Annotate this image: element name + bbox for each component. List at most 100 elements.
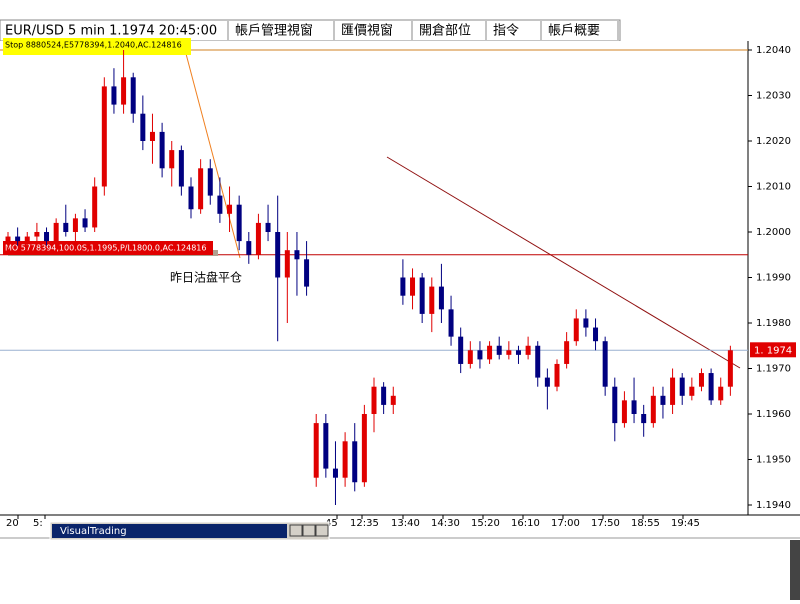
y-tick-label: 1.2030 — [756, 91, 791, 102]
candle-body — [564, 341, 570, 364]
tab[interactable]: 匯價視窗 — [341, 23, 393, 39]
candle-body — [583, 318, 589, 328]
candle-body — [593, 327, 599, 342]
candle-body — [24, 236, 30, 242]
y-tick-label: 1.2040 — [756, 45, 791, 56]
candle-body — [53, 222, 59, 242]
candle-body — [390, 395, 396, 405]
y-tick-label: 1.1990 — [756, 273, 791, 284]
candle-body — [207, 168, 213, 196]
candle-body — [313, 423, 319, 478]
candle-body — [149, 131, 155, 141]
candle-body — [265, 222, 271, 232]
candle-body — [660, 395, 666, 405]
y-tick-label: 1.2020 — [756, 136, 791, 147]
stop-order-label-bg — [3, 38, 191, 55]
restore-button[interactable] — [289, 524, 303, 537]
current-price-box — [750, 342, 796, 358]
x-tick-label: 15:20 — [471, 518, 500, 529]
candle-body — [438, 286, 444, 310]
x-tick-label: 17:50 — [591, 518, 620, 529]
candle-body — [323, 423, 329, 469]
candle-body — [410, 277, 416, 296]
candle-body — [554, 363, 560, 387]
candle-body — [631, 400, 637, 414]
candle-body — [82, 218, 88, 228]
tab[interactable]: 指令 — [493, 24, 519, 39]
candle-body — [72, 218, 78, 232]
candle-body — [573, 318, 579, 342]
close-button[interactable] — [315, 524, 329, 537]
tab[interactable]: EUR/USD 5 min 1.1974 20:45:00 — [5, 24, 217, 39]
y-tick-label: 1.1970 — [756, 364, 791, 375]
x-tick-label: 18:55 — [631, 518, 660, 529]
candle-body — [458, 336, 464, 364]
x-tick-label: 14:30 — [431, 518, 460, 529]
y-tick-label: 1.2000 — [756, 227, 791, 238]
window-title: VisualTrading — [60, 526, 127, 537]
tab[interactable]: 帳戶管理視窗 — [235, 23, 313, 39]
candle-body — [217, 195, 223, 214]
candle-body — [5, 236, 11, 242]
candle-body — [515, 350, 521, 355]
candle-body — [448, 309, 454, 337]
candle-body — [255, 222, 261, 255]
x-tick-label: 45 — [325, 518, 338, 529]
candle-body — [111, 86, 117, 105]
tab[interactable]: 開倉部位 — [419, 24, 471, 39]
y-tick-label: 1.1980 — [756, 318, 791, 329]
candle-body — [525, 345, 531, 355]
candle-body — [294, 250, 300, 260]
market-order-label-bg — [3, 241, 213, 255]
candle-body — [304, 259, 310, 287]
candle-body — [44, 232, 50, 242]
candle-body — [650, 395, 656, 424]
candle-body — [332, 468, 338, 478]
candle-body — [101, 86, 107, 187]
candle-body — [612, 386, 618, 424]
candle-body — [487, 345, 493, 360]
candle-body — [198, 168, 204, 210]
candle-body — [679, 377, 685, 396]
x-tick-label: 16:10 — [511, 518, 540, 529]
x-tick-label: 13:40 — [391, 518, 420, 529]
current-price-label: 1. 1974 — [754, 345, 792, 356]
candle-body — [275, 232, 281, 278]
candle-body — [15, 236, 21, 242]
y-tick-label: 1.1960 — [756, 409, 791, 420]
candle-body — [641, 414, 647, 424]
candle-body — [361, 414, 367, 483]
candle-body — [602, 341, 608, 387]
candle-body — [92, 186, 98, 228]
minimized-window[interactable]: VisualTrading — [49, 521, 330, 541]
maximize-button[interactable] — [302, 524, 316, 537]
candle-body — [477, 350, 483, 360]
candle-body — [400, 277, 406, 296]
candle-body — [159, 131, 165, 169]
market-order-label: MO 5778394,100.0S,1.1995,P/L1800.0,AC.12… — [5, 244, 206, 253]
x-tick-label: 17:00 — [551, 518, 580, 529]
candle-body — [506, 350, 512, 355]
candle-body — [381, 386, 387, 405]
candle-body — [727, 350, 733, 387]
candle-body — [698, 373, 704, 387]
candle-body — [689, 386, 695, 396]
candle-body — [352, 441, 358, 483]
candle-body — [227, 204, 233, 214]
candle-body — [169, 150, 175, 169]
x-tick-label: 12:35 — [350, 518, 379, 529]
y-tick-label: 1.2010 — [756, 182, 791, 193]
candle-body — [140, 113, 146, 141]
candle-body — [246, 241, 252, 255]
candle-body — [419, 277, 425, 314]
candle-body — [535, 345, 541, 378]
trend-line — [386, 156, 741, 369]
candle-body — [371, 386, 377, 414]
tab[interactable]: 帳戶概要 — [548, 24, 600, 39]
stop-order-label: Stop 8880524,E5778394,1.2040,AC.124816 — [5, 41, 182, 50]
candle-body — [188, 186, 194, 210]
candle-body — [429, 286, 435, 314]
trend-line — [184, 49, 241, 259]
